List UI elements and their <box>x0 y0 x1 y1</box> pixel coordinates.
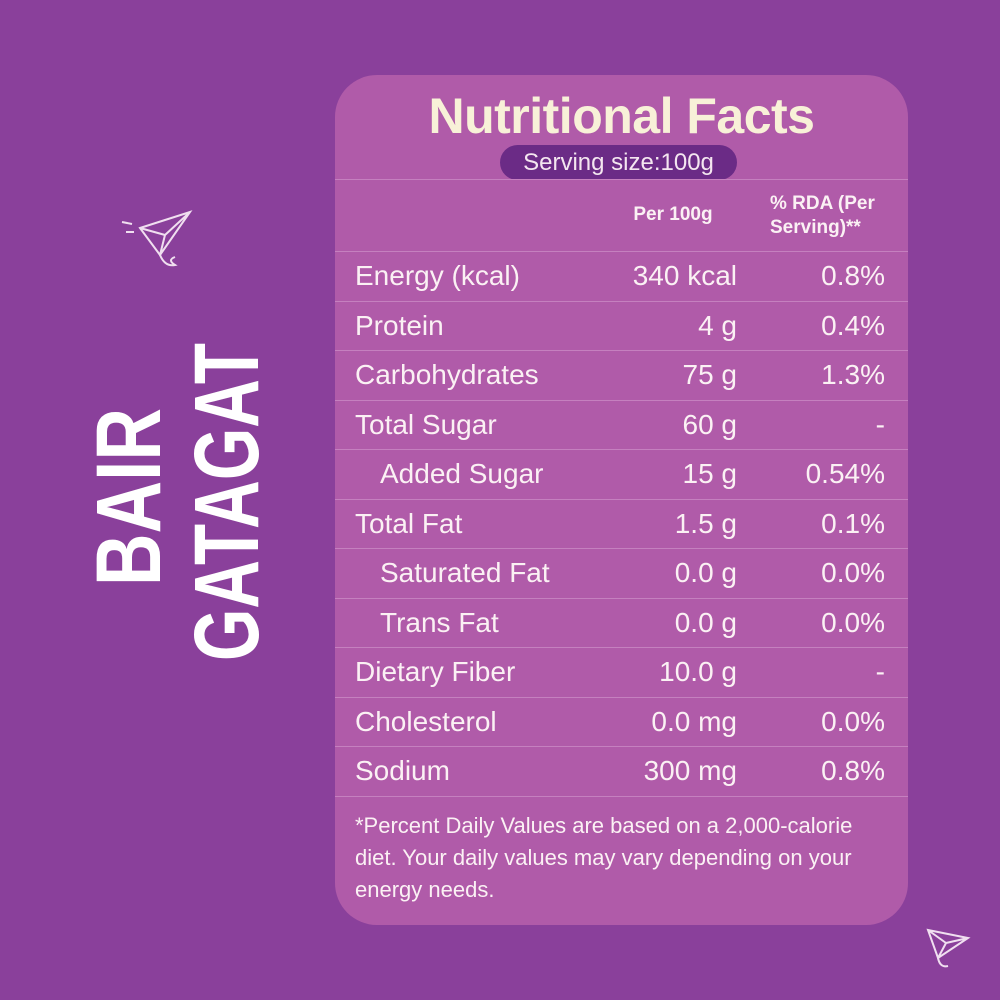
row-label: Saturated Fat <box>380 557 550 588</box>
row-rda: 0.0% <box>821 705 885 737</box>
divider <box>335 597 908 599</box>
row-label: Dietary Fiber <box>355 656 516 687</box>
paper-plane-icon <box>926 928 971 968</box>
row-per-100g: 4 g <box>698 309 737 341</box>
row-per-100g: 15 g <box>682 458 738 489</box>
row-label: Sodium <box>355 755 450 786</box>
row-rda: 1.3% <box>821 359 885 390</box>
row-per-100g: 0.0 mg <box>651 705 737 737</box>
column-header: Per 100g <box>633 204 713 225</box>
divider <box>335 498 908 500</box>
nutrition-card: Nutritional Facts Serving size:100g Per … <box>335 75 908 925</box>
row-rda: - <box>875 656 885 687</box>
footnote: *Percent Daily Values are based on a 2,0… <box>355 813 853 902</box>
column-header: % RDA (Per Serving)** <box>770 193 875 238</box>
divider <box>335 179 908 180</box>
brand-logo: BAIR GATAGAT <box>78 210 278 661</box>
row-label: Added Sugar <box>380 458 544 489</box>
divider <box>335 300 908 302</box>
divider <box>335 399 908 401</box>
row-per-100g: 0.0 g <box>674 606 737 638</box>
divider <box>335 795 908 797</box>
row-rda: 0.1% <box>821 507 885 539</box>
row-label: Total Fat <box>355 507 463 539</box>
paper-plane-icon <box>121 210 193 267</box>
row-label: Energy (kcal) <box>355 260 520 291</box>
brand-line: GATAGAT <box>176 343 278 661</box>
divider <box>335 696 908 698</box>
divider <box>335 746 908 747</box>
row-per-100g: 300 mg <box>643 755 737 786</box>
divider <box>335 647 908 648</box>
row-label: Protein <box>355 309 444 341</box>
row-label: Trans Fat <box>380 606 499 638</box>
row-label: Carbohydrates <box>355 359 539 390</box>
row-per-100g: 340 kcal <box>632 260 737 291</box>
row-per-100g: 75 g <box>682 359 738 390</box>
divider <box>335 350 908 351</box>
divider <box>335 449 908 450</box>
row-rda: 0.4% <box>821 309 885 341</box>
row-per-100g: 60 g <box>682 408 738 440</box>
serving-size: Serving size:100g <box>500 145 737 180</box>
row-rda: 0.0% <box>821 557 885 588</box>
row-rda: - <box>875 408 885 440</box>
row-label: Cholesterol <box>355 705 497 737</box>
row-per-100g: 10.0 g <box>659 656 737 687</box>
row-rda: 0.8% <box>821 755 885 786</box>
divider <box>335 548 908 549</box>
row-per-100g: 0.0 g <box>674 557 737 588</box>
row-rda: 0.54% <box>805 458 885 489</box>
brand-line: BAIR <box>78 408 180 586</box>
row-label: Total Sugar <box>355 408 497 440</box>
title: Nutritional Facts <box>428 88 815 144</box>
divider <box>335 251 908 252</box>
row-rda: 0.0% <box>821 606 885 638</box>
row-per-100g: 1.5 g <box>674 507 737 539</box>
row-rda: 0.8% <box>821 260 885 291</box>
